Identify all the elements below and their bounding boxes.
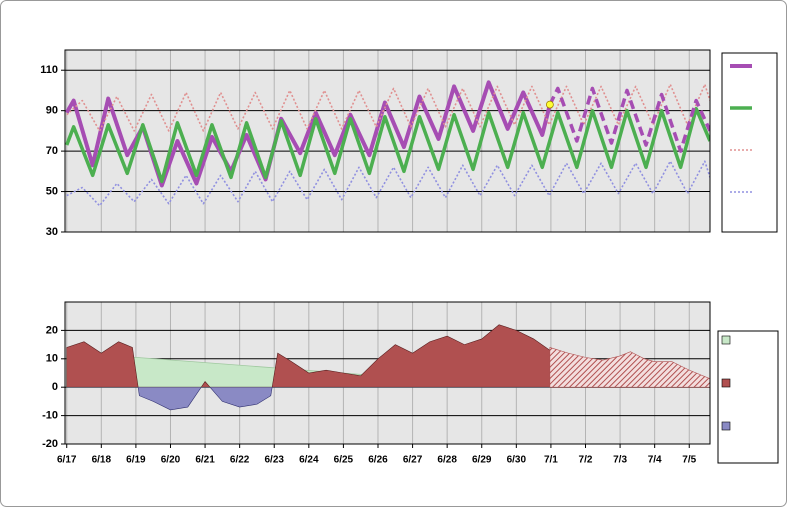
x-tick-label: 7/3: [613, 455, 627, 466]
x-tick-label: 6/17: [57, 455, 77, 466]
legend-swatch: [721, 378, 731, 388]
x-tick-label: 6/18: [92, 455, 112, 466]
plot-border: [64, 49, 711, 233]
area-above: [66, 324, 551, 388]
x-tick-label: 6/19: [126, 455, 146, 466]
x-tick-label: 6/20: [161, 455, 181, 466]
x-tick-label: 6/22: [230, 455, 250, 466]
legend-box: [721, 52, 778, 233]
x-tick-label: 6/21: [195, 455, 215, 466]
x-tick-label: 6/25: [334, 455, 354, 466]
series-line: [66, 83, 710, 132]
legend-swatch: [721, 421, 731, 431]
series-line: [548, 86, 710, 153]
y-tick-label: -10: [42, 410, 58, 422]
x-tick-label: 6/29: [472, 455, 492, 466]
x-tick-label: 6/24: [299, 455, 319, 466]
y-tick-label: 110: [40, 64, 58, 76]
y-tick-label: 90: [46, 105, 58, 117]
x-tick-label: 6/23: [265, 455, 285, 466]
y-tick-label: 50: [46, 185, 58, 197]
x-tick-label: 6/27: [403, 455, 423, 466]
y-tick-label: 20: [46, 324, 58, 336]
y-tick-label: 10: [46, 353, 58, 365]
y-tick-label: -20: [42, 438, 58, 450]
area-below: [66, 387, 551, 411]
x-tick-label: 7/2: [579, 455, 593, 466]
series-line: [66, 160, 710, 207]
legend-box: [717, 330, 779, 464]
y-tick-label: 30: [46, 226, 58, 238]
x-tick-label: 6/30: [507, 455, 527, 466]
forecast-area: [549, 347, 711, 388]
x-tick-label: 6/26: [368, 455, 388, 466]
y-tick-label: 70: [46, 145, 58, 157]
x-tick-label: 7/4: [648, 455, 662, 466]
y-tick-label: 0: [52, 381, 58, 393]
x-tick-label: 7/5: [682, 455, 696, 466]
x-tick-label: 6/28: [437, 455, 457, 466]
marker: [545, 100, 554, 109]
x-tick-label: 7/1: [544, 455, 558, 466]
series-line: [65, 106, 710, 184]
plot-border: [64, 301, 711, 445]
legend-swatch: [721, 335, 731, 345]
